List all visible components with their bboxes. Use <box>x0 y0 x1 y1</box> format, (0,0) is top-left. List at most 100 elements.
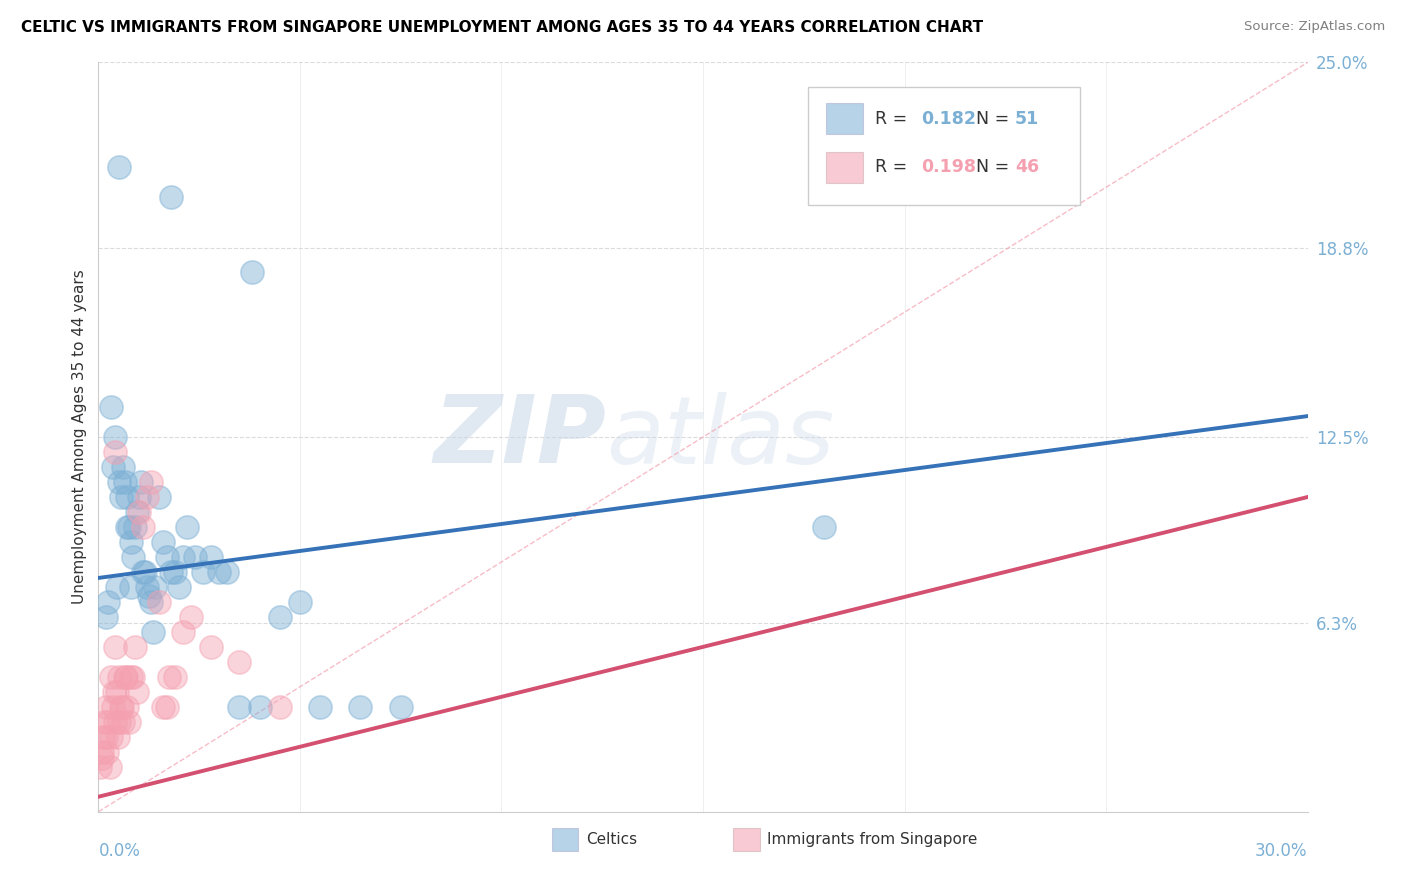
Point <box>115 490 138 504</box>
Point <box>172 624 194 639</box>
Point <box>152 535 174 549</box>
Point <box>228 699 250 714</box>
Text: ZIP: ZIP <box>433 391 606 483</box>
Point <box>107 475 129 489</box>
Point <box>193 565 215 579</box>
Point <box>160 565 183 579</box>
Point <box>269 699 291 714</box>
Point <box>120 670 142 684</box>
Point <box>139 475 162 489</box>
Point <box>124 520 146 534</box>
Point <box>121 549 143 564</box>
FancyBboxPatch shape <box>827 152 863 183</box>
Point <box>148 595 170 609</box>
Point <box>349 699 371 714</box>
Point <box>309 699 332 714</box>
Point <box>217 565 239 579</box>
Text: N =: N = <box>976 159 1015 177</box>
Point <box>200 640 222 654</box>
Text: atlas: atlas <box>606 392 835 483</box>
Point <box>125 505 148 519</box>
Point <box>163 565 186 579</box>
Point <box>101 460 124 475</box>
Text: 46: 46 <box>1015 159 1039 177</box>
Point <box>108 670 131 684</box>
Point <box>176 520 198 534</box>
Point <box>104 714 127 729</box>
Point <box>129 475 152 489</box>
Point <box>118 714 141 729</box>
Point <box>114 670 136 684</box>
Point <box>103 685 125 699</box>
Point <box>117 520 139 534</box>
Point <box>96 610 118 624</box>
Text: 51: 51 <box>1015 110 1039 128</box>
Point <box>103 640 125 654</box>
Point <box>157 670 180 684</box>
Point <box>172 549 194 564</box>
FancyBboxPatch shape <box>551 828 578 851</box>
Point <box>105 580 128 594</box>
Point <box>156 549 179 564</box>
Point <box>288 595 311 609</box>
Point <box>94 730 117 744</box>
Text: Source: ZipAtlas.com: Source: ZipAtlas.com <box>1244 20 1385 33</box>
FancyBboxPatch shape <box>808 87 1080 205</box>
Text: 0.182: 0.182 <box>921 110 976 128</box>
Point <box>389 699 412 714</box>
Point <box>135 580 157 594</box>
Text: 0.0%: 0.0% <box>98 842 141 860</box>
Point <box>148 490 170 504</box>
Point <box>90 745 112 759</box>
Point <box>100 730 122 744</box>
Point <box>115 699 138 714</box>
Point <box>240 265 263 279</box>
Point <box>813 520 835 534</box>
Point <box>124 640 146 654</box>
Point <box>138 589 160 603</box>
Point <box>101 699 124 714</box>
Point <box>93 714 115 729</box>
Point <box>100 400 122 414</box>
Y-axis label: Unemployment Among Ages 35 to 44 years: Unemployment Among Ages 35 to 44 years <box>72 269 87 605</box>
Point <box>156 699 179 714</box>
Point <box>125 685 148 699</box>
Point <box>128 490 150 504</box>
Point <box>96 699 118 714</box>
Point <box>142 624 165 639</box>
Text: 0.198: 0.198 <box>921 159 976 177</box>
Point <box>107 161 129 175</box>
Point <box>110 490 132 504</box>
Point <box>120 535 142 549</box>
Point <box>160 190 183 204</box>
Point <box>97 714 120 729</box>
Point <box>269 610 291 624</box>
Text: R =: R = <box>875 110 912 128</box>
Text: CELTIC VS IMMIGRANTS FROM SINGAPORE UNEMPLOYMENT AMONG AGES 35 TO 44 YEARS CORRE: CELTIC VS IMMIGRANTS FROM SINGAPORE UNEM… <box>21 20 983 35</box>
Point <box>111 714 134 729</box>
Point <box>139 595 162 609</box>
Point <box>97 595 120 609</box>
Point <box>249 699 271 714</box>
Point <box>132 565 155 579</box>
Point <box>114 475 136 489</box>
Point <box>111 460 134 475</box>
Point <box>121 670 143 684</box>
Point <box>104 445 127 459</box>
Point <box>132 520 155 534</box>
Point <box>228 655 250 669</box>
Point <box>135 490 157 504</box>
FancyBboxPatch shape <box>827 103 863 135</box>
Text: Celtics: Celtics <box>586 832 637 847</box>
Point <box>103 430 125 444</box>
FancyBboxPatch shape <box>734 828 759 851</box>
Point <box>180 610 202 624</box>
Point <box>167 580 190 594</box>
Point <box>163 670 186 684</box>
Point <box>100 670 122 684</box>
Point <box>96 745 118 759</box>
Point <box>89 760 111 774</box>
Point <box>184 549 207 564</box>
Point <box>134 565 156 579</box>
Point <box>107 730 129 744</box>
